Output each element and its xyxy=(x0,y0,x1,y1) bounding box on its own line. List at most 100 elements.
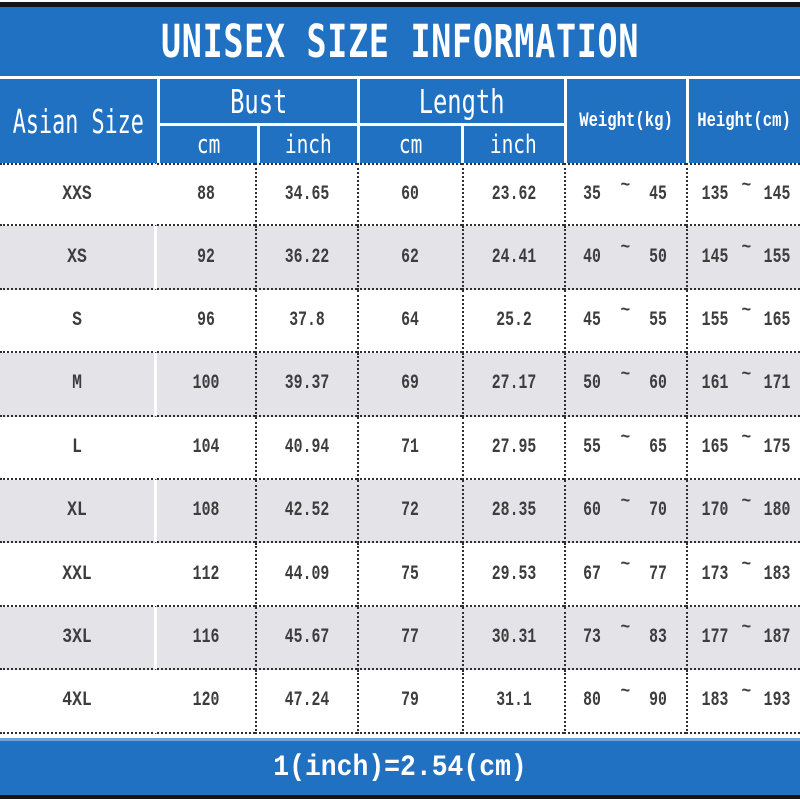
length-cm-value: 77 xyxy=(401,625,420,649)
length-inch-cell: 23.62 xyxy=(462,163,564,227)
weight-range-cell: 45 ~ 55 xyxy=(564,289,686,354)
size-label: 3XL xyxy=(62,625,92,649)
height-max-value: 175 xyxy=(763,435,791,459)
title-divider xyxy=(0,76,800,79)
weight-range-cell: 60 ~ 70 xyxy=(564,479,686,544)
height-range-cell: 165 ~ 175 xyxy=(686,416,800,480)
length-cm-value: 64 xyxy=(401,308,420,332)
weight-max-value: 50 xyxy=(649,245,667,269)
bust-cm-value: 104 xyxy=(192,435,220,459)
bust-inch-cell: 39.37 xyxy=(255,353,357,417)
size-label: XXL xyxy=(62,562,92,586)
tilde-glyph: ~ xyxy=(620,238,630,259)
tilde-glyph: ~ xyxy=(741,618,751,639)
table-row: XL 108 42.52 72 28.35 60 ~ 70 170 ~ 180 xyxy=(0,479,800,544)
bust-inch-value: 45.67 xyxy=(284,625,330,649)
length-cm-value: 62 xyxy=(401,245,420,269)
height-max-value: 145 xyxy=(763,183,791,207)
length-cm-value: 69 xyxy=(401,372,420,396)
length-inch-value: 31.1 xyxy=(496,689,532,713)
bust-inch-value: 42.52 xyxy=(284,499,330,523)
bust-inch-cell: 34.65 xyxy=(255,163,357,227)
length-inch-cell: 24.41 xyxy=(462,226,564,290)
table-row: L 104 40.94 71 27.95 55 ~ 65 165 ~ 175 xyxy=(0,416,800,480)
bust-cm-value: 116 xyxy=(192,625,220,649)
size-label: XXS xyxy=(62,183,92,207)
length-inch-value: 27.95 xyxy=(491,435,537,459)
weight-range-cell: 40 ~ 50 xyxy=(564,226,686,290)
weight-min-value: 40 xyxy=(583,245,601,269)
weight-max-value: 65 xyxy=(649,435,667,459)
weight-min-value: 35 xyxy=(583,183,601,207)
length-inch-value: 25.2 xyxy=(496,308,532,332)
tilde-glyph: ~ xyxy=(741,238,751,259)
table-row: 4XL 120 47.24 79 31.1 80 ~ 90 183 ~ 193 xyxy=(0,670,800,734)
length-inch-value: 29.53 xyxy=(491,562,537,586)
header-bust-inch: inch xyxy=(257,126,357,163)
bust-inch-value: 39.37 xyxy=(284,372,330,396)
weight-max-value: 83 xyxy=(649,625,667,649)
height-min-value: 155 xyxy=(701,308,729,332)
size-cell: XL xyxy=(0,479,157,544)
height-min-value: 145 xyxy=(701,245,729,269)
bust-inch-cell: 47.24 xyxy=(255,670,357,734)
bust-inch-cell: 42.52 xyxy=(255,479,357,544)
footer-gap xyxy=(0,733,800,738)
conversion-note: 1(inch)=2.54(cm) xyxy=(273,750,527,785)
size-label: 4XL xyxy=(62,689,92,713)
length-inch-cell: 31.1 xyxy=(462,670,564,734)
bust-cm-cell: 100 xyxy=(157,353,255,417)
weight-min-value: 67 xyxy=(583,562,601,586)
length-inch-value: 27.17 xyxy=(491,372,537,396)
bust-cm-value: 88 xyxy=(197,183,215,207)
height-max-value: 180 xyxy=(763,499,791,523)
weight-min-value: 45 xyxy=(583,308,601,332)
header-bust: Bust xyxy=(229,81,288,121)
bust-cm-value: 92 xyxy=(197,245,215,269)
table-body: XXS 88 34.65 60 23.62 35 ~ 45 135 ~ 145 … xyxy=(0,163,800,734)
weight-min-value: 60 xyxy=(583,499,601,523)
weight-range-cell: 67 ~ 77 xyxy=(564,543,686,607)
height-min-value: 161 xyxy=(701,372,729,396)
length-inch-value: 24.41 xyxy=(491,245,537,269)
height-min-value: 135 xyxy=(701,183,729,207)
weight-max-value: 77 xyxy=(649,562,667,586)
footer-band: 1(inch)=2.54(cm) xyxy=(0,737,800,795)
height-range-cell: 161 ~ 171 xyxy=(686,353,800,417)
size-cell: 3XL xyxy=(0,606,157,671)
height-range-cell: 183 ~ 193 xyxy=(686,670,800,734)
weight-range-cell: 50 ~ 60 xyxy=(564,353,686,417)
weight-range-cell: 55 ~ 65 xyxy=(564,416,686,480)
weight-min-value: 55 xyxy=(583,435,601,459)
weight-min-value: 73 xyxy=(583,625,601,649)
bust-inch-cell: 36.22 xyxy=(255,226,357,290)
header-bust-cm: cm xyxy=(196,129,221,160)
weight-max-value: 90 xyxy=(649,689,667,713)
top-white-strip xyxy=(0,0,800,2)
table-row: XS 92 36.22 62 24.41 40 ~ 50 145 ~ 155 xyxy=(0,226,800,290)
bottom-black-bar xyxy=(0,794,800,799)
tilde-glyph: ~ xyxy=(620,618,630,639)
length-cm-value: 79 xyxy=(401,689,420,713)
bust-cm-cell: 88 xyxy=(157,163,255,227)
length-cm-cell: 72 xyxy=(357,479,462,544)
length-inch-cell: 27.17 xyxy=(462,353,564,417)
weight-max-value: 70 xyxy=(649,499,667,523)
size-cell: 4XL xyxy=(0,670,157,734)
bust-inch-value: 37.8 xyxy=(289,308,325,332)
length-inch-cell: 27.95 xyxy=(462,416,564,480)
length-cm-cell: 79 xyxy=(357,670,462,734)
tilde-glyph: ~ xyxy=(741,681,751,702)
page-title: UNISEX SIZE INFORMATION xyxy=(160,15,640,68)
size-label: S xyxy=(72,308,82,332)
tilde-glyph: ~ xyxy=(620,491,630,512)
bust-cm-cell: 108 xyxy=(157,479,255,544)
bust-cm-cell: 112 xyxy=(157,543,255,607)
header-height: Height(cm) xyxy=(686,79,800,163)
length-cm-value: 72 xyxy=(401,499,420,523)
bust-inch-cell: 45.67 xyxy=(255,606,357,671)
tilde-glyph: ~ xyxy=(741,491,751,512)
bust-cm-value: 96 xyxy=(197,308,215,332)
header-height-label: Height(cm) xyxy=(697,109,792,133)
length-cm-cell: 75 xyxy=(357,543,462,607)
